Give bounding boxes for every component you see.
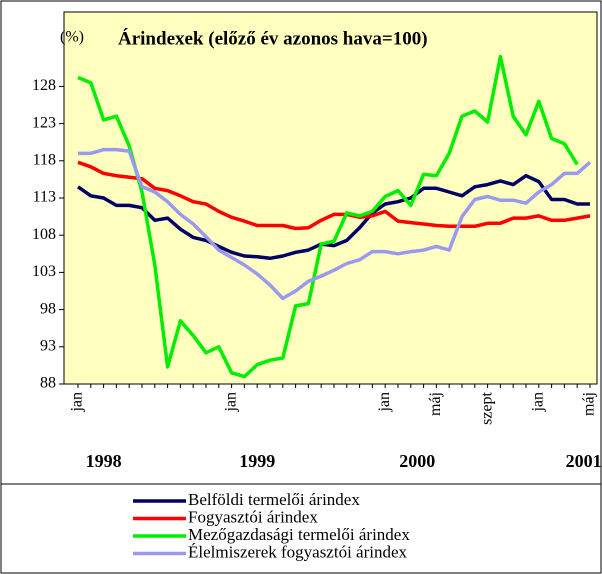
x-tick-label: máj — [581, 392, 598, 416]
y-tick-label: 128 — [32, 77, 56, 94]
y-tick-label: 108 — [32, 226, 56, 243]
year-label: 2000 — [399, 451, 435, 471]
y-tick-label: 98 — [40, 300, 56, 317]
x-tick-label: máj — [427, 392, 444, 416]
year-label: 1998 — [86, 451, 122, 471]
x-tick-label: jan — [222, 392, 239, 413]
plot-area — [63, 11, 598, 385]
year-label: 1999 — [239, 451, 275, 471]
y-tick-label: 118 — [33, 151, 56, 168]
x-tick-label: jan — [529, 392, 546, 413]
series-line — [77, 160, 591, 231]
legend-label: Belföldi termelői árindex — [188, 490, 360, 509]
legend-label: Mezőgazdasági termelői árindex — [188, 525, 410, 544]
y-tick-label: 123 — [32, 114, 56, 131]
legend-label: Fogyasztói árindex — [188, 507, 318, 526]
legend-label: Élelmiszerek fogyasztói árindex — [188, 542, 408, 561]
series-line — [76, 173, 590, 261]
x-tick-label: jan — [69, 392, 86, 413]
y-tick-label: 88 — [40, 375, 56, 392]
y-tick-label: 103 — [32, 263, 56, 280]
y-axis-label: (%) — [60, 29, 84, 46]
x-tick-label: jan — [376, 392, 393, 413]
y-tick-label: 93 — [40, 337, 56, 354]
series-line — [77, 54, 579, 379]
x-tick-label: szept — [478, 391, 495, 424]
chart-title: Árindexek (előző év azonos hava=100) — [118, 27, 428, 49]
year-label: 2001 — [566, 451, 602, 471]
y-tick-label: 113 — [33, 189, 56, 206]
series-line — [78, 147, 592, 301]
